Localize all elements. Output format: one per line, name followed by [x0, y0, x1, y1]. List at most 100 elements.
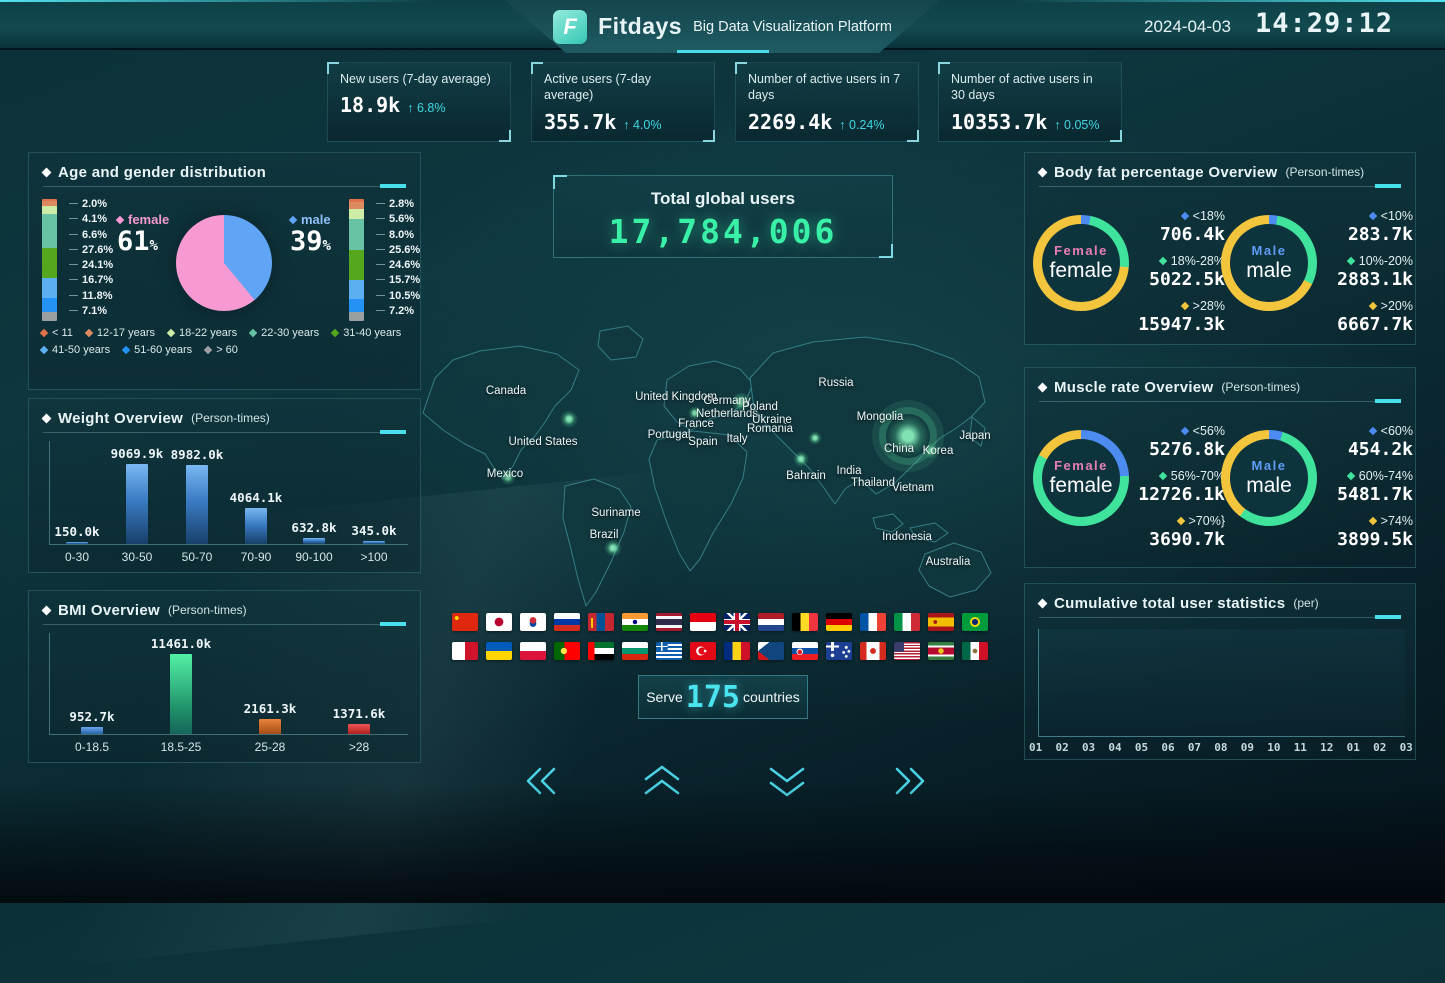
map-country-label: Germany: [703, 395, 751, 407]
panel-unit: (Person-times): [1221, 380, 1301, 394]
total-global-users: Total global users 17,784,006: [553, 175, 893, 258]
diamond-icon: [84, 328, 94, 338]
donut-legend-value: 283.7k: [1347, 224, 1413, 245]
panel-weight-overview: Weight Overview (Person-times) 150.0k 0-3…: [28, 398, 421, 573]
nav-right-button[interactable]: [887, 763, 931, 799]
age-legend-label: 22-30 years: [261, 327, 320, 339]
x-tick: 07: [1187, 741, 1202, 754]
age-bar-value: 2.8%: [376, 197, 454, 212]
age-bar-segment: [349, 209, 364, 219]
female-name: female: [1049, 259, 1113, 282]
female-tag: Female: [1054, 458, 1108, 473]
age-legend-item: > 60: [203, 344, 238, 356]
y-axis: [49, 441, 50, 544]
nav-left-button[interactable]: [520, 763, 564, 799]
donut-legend-label: >70%}: [1113, 514, 1225, 528]
flag-poland: [520, 642, 546, 660]
nav-down-button[interactable]: [765, 763, 809, 799]
bar: [186, 464, 208, 544]
bar-category: 0-18.5: [74, 740, 110, 754]
panel-title: Muscle rate Overview: [1054, 378, 1214, 396]
world-map: Canada United States Mexico Suriname Brazil U…: [395, 318, 1015, 613]
donut-legend-entry: <56% 5276.8k: [1113, 424, 1225, 460]
panel-underline: [43, 184, 406, 188]
flag-portugal: [554, 642, 580, 660]
male-name: male: [1246, 259, 1292, 282]
panel-title: Cumulative total user statistics: [1054, 594, 1286, 612]
diamond-icon: [39, 328, 49, 338]
stat-value: 10353.7k: [951, 109, 1048, 134]
diamond-icon: [1346, 471, 1356, 481]
age-bar-value: 24.1%: [69, 258, 147, 273]
x-axis: [49, 734, 408, 735]
female-tag: Female: [1054, 243, 1108, 258]
current-time: 14:29:12: [1254, 8, 1393, 39]
male-tag: Male: [1251, 243, 1287, 258]
flag-romania: [724, 642, 750, 660]
donut-legend-value: 3690.7k: [1149, 529, 1225, 550]
map-country-label: Vietnam: [892, 482, 934, 494]
stat-new-users: New users (7-day average) 18.9k ↑ 6.8%: [327, 62, 511, 142]
map-glow-marker: [731, 392, 751, 412]
bar: [348, 724, 370, 734]
age-bar-segment: [42, 201, 57, 207]
map-country-label: United Kingdom: [635, 391, 717, 403]
donut-legend-value: 6667.7k: [1337, 314, 1413, 335]
age-legend-label: 18-22 years: [179, 327, 238, 339]
diamond-icon: [248, 328, 258, 338]
age-bar-segment: [349, 299, 364, 313]
donut-legend-label: >74%: [1307, 514, 1413, 528]
panel-title: Weight Overview: [58, 409, 184, 427]
age-legend-label: < 11: [52, 327, 73, 339]
panel-muscle-rate: Muscle rate Overview (Person-times) Fema…: [1024, 367, 1416, 568]
map-country-label: Thailand: [850, 477, 896, 489]
female-age-values: 2.0% 4.1% 6.6% 27.6% 24.1% 16.7% 11.8% 7.1%: [69, 197, 147, 319]
donut-legend-value: 454.2k: [1347, 439, 1413, 460]
panel-unit: (per): [1293, 596, 1319, 610]
muscle-female-legend: <56% 5276.8k 56%-70% 12726.1k >70%} 3690.7k: [1113, 424, 1225, 559]
diamond-icon: [1368, 301, 1377, 311]
age-bar-value: 4.1%: [69, 212, 147, 227]
donut-legend-entry: 18%-28% 5022.5k: [1113, 254, 1225, 290]
panel-underline: [1039, 615, 1401, 619]
donut-legend-range: >74%: [1380, 514, 1413, 528]
bar-value: 4064.1k: [229, 490, 283, 506]
age-bar-value: 7.1%: [69, 304, 147, 319]
cumulative-plot-area: [1038, 629, 1405, 737]
age-bar-value: 15.7%: [376, 273, 454, 288]
age-legend-label: 41-50 years: [52, 344, 111, 356]
age-bar-segment: [349, 199, 364, 203]
donut-legend-range: >28%: [1192, 299, 1225, 313]
y-axis: [49, 633, 50, 734]
donut-legend-range: 56%-70%: [1170, 469, 1225, 483]
female-name: female: [1049, 474, 1113, 497]
diamond-bullet-icon: [1037, 598, 1048, 608]
x-tick: 01: [1346, 741, 1360, 754]
bar-value: 8982.0k: [170, 446, 224, 462]
nav-up-button[interactable]: [640, 763, 684, 799]
age-legend-item: 51-60 years: [121, 344, 192, 356]
panel-header: Age and gender distribution: [41, 162, 406, 182]
map-country-label: United States: [508, 436, 578, 448]
flag-india: [622, 613, 648, 631]
map-country-label: Portugal: [647, 429, 691, 441]
map-glow-marker: [500, 469, 516, 485]
stat-delta: ↑ 0.05%: [1054, 117, 1100, 132]
age-legend-label: 31-40 years: [343, 327, 402, 339]
stat-delta: ↑ 4.0%: [623, 117, 662, 132]
age-legend-item: 12-17 years: [84, 327, 155, 339]
current-date: 2024-04-03: [1143, 17, 1231, 36]
map-country-label: Canada: [485, 385, 527, 397]
serve-count: 175: [685, 679, 740, 715]
bar-value: 2161.3k: [243, 700, 297, 716]
diamond-icon: [1180, 426, 1189, 436]
age-bar-segment: [42, 297, 57, 313]
x-tick: 03: [1399, 741, 1413, 754]
flag-malta: [452, 642, 478, 660]
map-country-label: Mongolia: [856, 411, 904, 423]
panel-underline: [1039, 184, 1401, 188]
age-bar-segment: [349, 280, 364, 300]
flag-thailand: [656, 613, 682, 631]
donut-legend-value: 5022.5k: [1149, 269, 1225, 290]
flag-turkey: [690, 642, 716, 660]
